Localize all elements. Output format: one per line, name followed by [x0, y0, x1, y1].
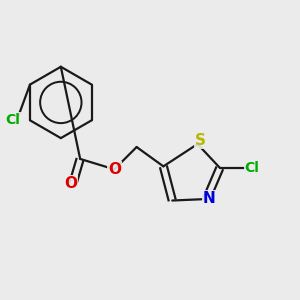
Text: O: O — [64, 176, 77, 191]
Text: Cl: Cl — [5, 113, 20, 127]
Text: N: N — [203, 191, 216, 206]
Text: Cl: Cl — [244, 161, 259, 175]
Text: S: S — [194, 133, 206, 148]
Text: O: O — [108, 162, 121, 177]
